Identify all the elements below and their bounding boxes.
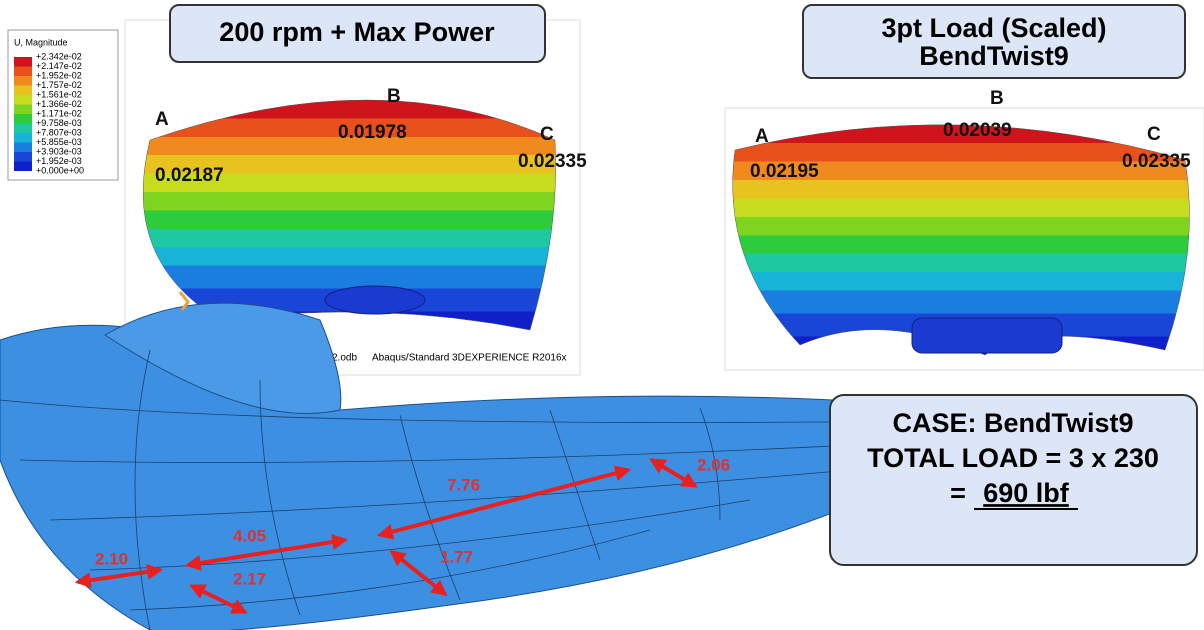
legend-swatch	[14, 152, 32, 162]
legend-entry: +1.171e-02	[36, 108, 82, 118]
point-label: A	[755, 126, 769, 147]
legend-swatch	[14, 133, 32, 143]
dimension: 2.06	[697, 455, 730, 474]
legend-entry: +9.758e-03	[36, 118, 82, 128]
point-value: 0.02187	[155, 165, 224, 186]
point-value: 0.02039	[943, 120, 1012, 141]
dimension: 2.17	[233, 569, 266, 588]
point-value: 0.02335	[1122, 151, 1191, 172]
legend-swatch	[14, 114, 32, 124]
title-line: 3pt Load (Scaled)	[881, 13, 1106, 43]
legend-entry: +1.952e-02	[36, 70, 82, 80]
legend-title: U, Magnitude	[14, 37, 68, 47]
legend-entry: +1.366e-02	[36, 99, 82, 109]
legend-swatch	[14, 124, 32, 134]
legend-swatch	[14, 105, 32, 115]
figure: U, Magnitude +2.342e-02+2.147e-02+1.952e…	[0, 0, 1204, 630]
point-label: B	[990, 88, 1004, 109]
legend-entry: +5.855e-03	[36, 137, 82, 147]
title-line: BendTwist9	[919, 41, 1069, 71]
case-prefix: =	[950, 478, 966, 508]
legend-entry: +7.807e-03	[36, 127, 82, 137]
dimension: 2.10	[95, 549, 128, 568]
hub	[912, 318, 1062, 353]
footer-file: 2.odb	[332, 353, 357, 364]
legend-entry: +0.000e+00	[36, 165, 84, 175]
legend-entry: +3.903e-03	[36, 146, 82, 156]
case-line: CASE: BendTwist9	[892, 408, 1133, 438]
point-value: 0.01978	[338, 122, 407, 143]
legend-entry: +1.952e-03	[36, 156, 82, 166]
dimension: 7.76	[447, 475, 480, 494]
point-label: B	[387, 86, 401, 107]
legend-swatch	[14, 67, 32, 77]
point-value: 0.02195	[750, 161, 819, 182]
legend-entry: +1.757e-02	[36, 80, 82, 90]
hub	[325, 286, 425, 314]
legend-swatch	[14, 143, 32, 153]
title: 200 rpm + Max Power	[219, 17, 495, 47]
legend-swatch	[14, 86, 32, 96]
case-line: TOTAL LOAD = 3 x 230	[867, 443, 1159, 473]
point-label: C	[1147, 124, 1161, 145]
legend-entry: +1.561e-02	[36, 89, 82, 99]
dimension: 4.05	[233, 526, 266, 545]
legend-swatch	[14, 162, 32, 172]
legend-swatch	[14, 76, 32, 86]
legend-entry: +2.342e-02	[36, 51, 82, 61]
dimension: 1.77	[440, 547, 473, 566]
footer-software: Abaqus/Standard 3DEXPERIENCE R2016x	[372, 353, 567, 364]
legend-swatch	[14, 95, 32, 105]
point-label: C	[540, 124, 554, 145]
legend-entry: +2.147e-02	[36, 61, 82, 71]
case-result: 690 lbf	[983, 478, 1070, 508]
point-label: A	[155, 109, 169, 130]
legend-swatch	[14, 57, 32, 67]
point-value: 0.02335	[518, 151, 587, 172]
